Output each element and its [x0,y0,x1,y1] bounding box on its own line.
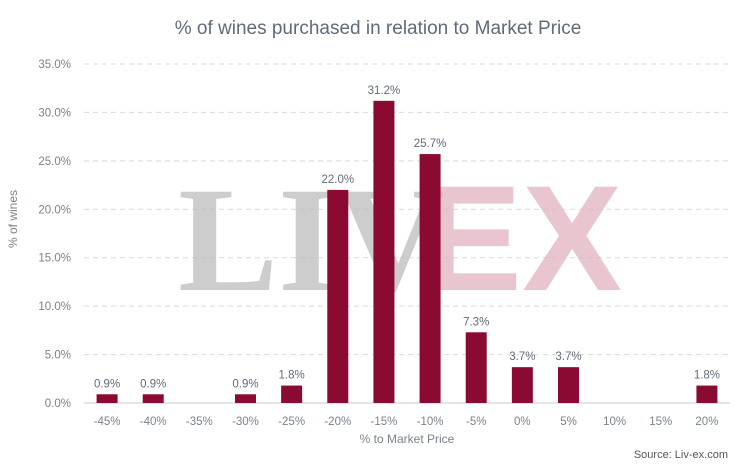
chart-title: % of wines purchased in relation to Mark… [175,18,582,39]
x-tick-label: 15% [649,416,672,428]
x-tick-label: 5% [560,416,577,428]
y-tick-label: 35.0% [38,59,71,71]
data-labels-layer: 0.9% 0.9% 0.9% 1.8% 22.0% 31.2% 25.7% 7.3% 3.7% 3… [94,85,720,390]
bar [281,385,303,403]
liv-ex-watermark: LIV EX [178,154,622,323]
bar [419,154,441,403]
x-tick-label: -45% [94,416,121,428]
source-note: Source: Liv-ex.com [634,449,728,461]
data-label: 3.7% [509,351,535,363]
x-tick-label: 0% [514,416,531,428]
x-tick-label: -20% [324,416,351,428]
bar [96,394,118,403]
data-label: 22.0% [321,174,354,186]
watermark-liv: LIV [178,157,445,323]
data-label: 25.7% [414,138,447,150]
bar [511,367,533,403]
bar [142,394,164,403]
data-label: 1.8% [279,370,305,382]
bar [696,385,718,403]
x-tick-label: -40% [140,416,167,428]
y-tick-label: 0.0% [45,398,71,410]
data-label: 31.2% [368,85,401,97]
y-tick-label: 20.0% [38,204,71,216]
grid-layer [84,63,730,404]
x-tick-label: -30% [232,416,259,428]
x-tick-label: -5% [466,416,486,428]
y-tick-label: 5.0% [45,350,71,362]
bar [235,394,256,403]
x-axis: -45% -40% -35% -30% -25% -20% -15% -10% -5% 0% 5% 1… [94,416,719,428]
y-tick-label: 10.0% [38,301,71,313]
data-label: 1.8% [694,370,720,382]
y-tick-label: 25.0% [38,156,71,168]
data-label: 0.9% [232,378,258,390]
data-label: 3.7% [555,351,581,363]
data-label: 0.9% [140,378,166,390]
y-axis-label: % of wines [6,190,20,248]
bar [465,332,487,403]
data-label: 7.3% [463,316,489,328]
bar [558,367,579,403]
x-tick-label: -35% [186,416,213,428]
x-axis-label: % to Market Price [360,432,455,446]
y-tick-label: 15.0% [38,253,71,265]
watermark-ex: EX [422,154,622,322]
x-tick-label: 20% [695,416,718,428]
x-tick-label: -10% [417,416,444,428]
data-label: 0.9% [94,378,120,390]
y-axis: 0.0% 5.0% 10.0% 15.0% 20.0% 25.0% 30.0% 35.0% [38,59,71,410]
x-tick-label: -15% [370,416,397,428]
x-tick-label: 10% [603,416,626,428]
bars-layer [96,100,718,403]
bar [327,189,349,403]
x-tick-label: -25% [278,416,305,428]
bar [373,100,395,403]
y-tick-label: 30.0% [38,107,71,119]
